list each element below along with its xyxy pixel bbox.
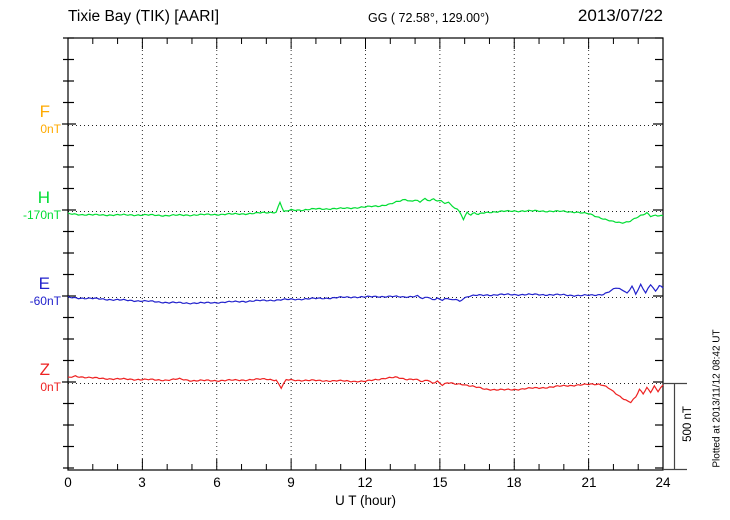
- x-tick-label-6: 6: [213, 475, 221, 490]
- channel-label-F: F 0nT: [0, 102, 62, 137]
- channel-letter-F: F: [39, 102, 50, 121]
- channel-label-Z: Z 0nT: [0, 360, 62, 395]
- plot-date: 2013/07/22: [577, 6, 663, 25]
- trace-E: [67, 282, 664, 305]
- x-tick-label-12: 12: [357, 475, 373, 490]
- channel-baseline-H: -170nT: [22, 208, 61, 222]
- channel-letter-H: H: [37, 188, 50, 207]
- x-tick-label-9: 9: [287, 475, 295, 490]
- channel-baseline-F: 0nT: [40, 122, 61, 136]
- channel-letter-E: E: [38, 274, 50, 293]
- x-tick-label-21: 21: [581, 475, 597, 490]
- x-axis-title: U T (hour): [334, 493, 397, 508]
- channel-baseline-Z: 0nT: [40, 380, 61, 394]
- x-tick-label-0: 0: [64, 475, 72, 490]
- x-tick-label-24: 24: [655, 475, 671, 490]
- x-tick-label-15: 15: [432, 475, 448, 490]
- scale-bar-label: 500 nT: [682, 406, 694, 442]
- trace-Z: [67, 375, 664, 404]
- channel-label-E: E -60nT: [0, 274, 62, 309]
- geographic-coords: GG ( 72.58°, 129.00°): [368, 11, 490, 25]
- channel-letter-Z: Z: [39, 360, 50, 379]
- trace-H: [67, 197, 664, 224]
- x-tick-label-18: 18: [506, 475, 522, 490]
- channel-baseline-E: -60nT: [29, 294, 61, 308]
- plotted-at-note: Plotted at 2013/11/12 08:42 UT: [711, 329, 723, 468]
- x-tick-label-3: 3: [138, 475, 146, 490]
- station-title: Tixie Bay (TIK) [AARI]: [68, 8, 220, 25]
- channel-label-H: H -170nT: [0, 188, 62, 223]
